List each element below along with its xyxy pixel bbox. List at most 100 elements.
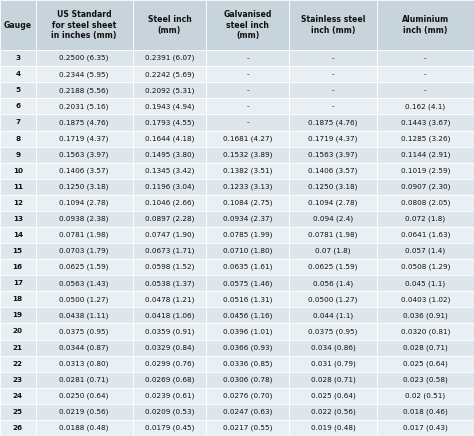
Bar: [289, 388, 377, 404]
Bar: [0, 114, 36, 130]
Bar: [206, 66, 289, 82]
Bar: [206, 404, 289, 420]
Bar: [0, 227, 36, 243]
Text: Steel inch
(mm): Steel inch (mm): [147, 15, 191, 35]
Bar: [0, 388, 36, 404]
Text: 0.1094 (2.78): 0.1094 (2.78): [59, 200, 109, 206]
Bar: [289, 356, 377, 371]
Bar: [206, 259, 289, 275]
Text: 0.0563 (1.43): 0.0563 (1.43): [59, 280, 109, 286]
Bar: [133, 420, 206, 436]
Bar: [289, 307, 377, 324]
Text: 0.1681 (4.27): 0.1681 (4.27): [223, 135, 273, 142]
Text: 0.1793 (4.55): 0.1793 (4.55): [145, 119, 194, 126]
Text: 0.162 (4.1): 0.162 (4.1): [405, 103, 446, 110]
Bar: [0, 179, 36, 195]
Text: 0.056 (1.4): 0.056 (1.4): [313, 280, 353, 286]
Text: 0.025 (0.64): 0.025 (0.64): [310, 392, 356, 399]
Bar: [133, 99, 206, 114]
Text: 0.0219 (0.56): 0.0219 (0.56): [59, 409, 109, 415]
Bar: [133, 340, 206, 356]
Bar: [377, 307, 474, 324]
Bar: [36, 50, 133, 66]
Text: 0.044 (1.1): 0.044 (1.1): [313, 312, 353, 319]
Text: -: -: [246, 87, 249, 93]
Text: 23: 23: [13, 377, 23, 383]
Bar: [289, 82, 377, 99]
Bar: [133, 0, 206, 50]
Text: 7: 7: [15, 119, 20, 126]
Text: 0.0635 (1.61): 0.0635 (1.61): [223, 264, 273, 270]
Text: 0.0516 (1.31): 0.0516 (1.31): [223, 296, 273, 303]
Bar: [36, 420, 133, 436]
Bar: [206, 291, 289, 307]
Bar: [0, 146, 36, 163]
Text: 0.0456 (1.16): 0.0456 (1.16): [223, 312, 273, 319]
Text: 0.1250 (3.18): 0.1250 (3.18): [308, 184, 358, 190]
Text: 0.034 (0.86): 0.034 (0.86): [310, 344, 356, 351]
Bar: [206, 340, 289, 356]
Bar: [36, 307, 133, 324]
Bar: [133, 404, 206, 420]
Text: 0.094 (2.4): 0.094 (2.4): [313, 216, 353, 222]
Text: 21: 21: [13, 344, 23, 351]
Bar: [133, 82, 206, 99]
Bar: [36, 227, 133, 243]
Text: 0.1084 (2.75): 0.1084 (2.75): [223, 200, 273, 206]
Bar: [133, 179, 206, 195]
Bar: [206, 307, 289, 324]
Text: 10: 10: [13, 168, 23, 174]
Bar: [36, 66, 133, 82]
Text: 22: 22: [13, 361, 23, 367]
Bar: [36, 195, 133, 211]
Text: 0.0478 (1.21): 0.0478 (1.21): [145, 296, 194, 303]
Bar: [289, 66, 377, 82]
Text: Galvanised
steel inch
(mm): Galvanised steel inch (mm): [223, 10, 272, 40]
Bar: [377, 243, 474, 259]
Bar: [36, 371, 133, 388]
Text: 16: 16: [13, 264, 23, 270]
Bar: [36, 163, 133, 179]
Text: 0.0329 (0.84): 0.0329 (0.84): [145, 344, 194, 351]
Text: 0.0281 (0.71): 0.0281 (0.71): [59, 376, 109, 383]
Bar: [206, 275, 289, 291]
Text: 0.0703 (1.79): 0.0703 (1.79): [59, 248, 109, 254]
Text: 0.2344 (5.95): 0.2344 (5.95): [59, 71, 109, 78]
Text: 24: 24: [13, 393, 23, 399]
Bar: [377, 195, 474, 211]
Bar: [133, 227, 206, 243]
Text: -: -: [332, 87, 334, 93]
Text: 0.0188 (0.48): 0.0188 (0.48): [59, 425, 109, 431]
Bar: [206, 114, 289, 130]
Text: 20: 20: [13, 328, 23, 334]
Text: -: -: [246, 55, 249, 61]
Text: 17: 17: [13, 280, 23, 286]
Bar: [206, 99, 289, 114]
Text: 0.0359 (0.91): 0.0359 (0.91): [145, 328, 194, 335]
Text: 3: 3: [15, 55, 20, 61]
Bar: [133, 243, 206, 259]
Text: Gauge: Gauge: [4, 20, 32, 30]
Text: 0.1644 (4.18): 0.1644 (4.18): [145, 135, 194, 142]
Text: -: -: [246, 103, 249, 109]
Bar: [0, 259, 36, 275]
Bar: [289, 0, 377, 50]
Text: 0.0320 (0.81): 0.0320 (0.81): [401, 328, 450, 335]
Bar: [36, 356, 133, 371]
Bar: [36, 0, 133, 50]
Text: 0.0250 (0.64): 0.0250 (0.64): [59, 392, 109, 399]
Bar: [133, 211, 206, 227]
Bar: [133, 275, 206, 291]
Bar: [377, 130, 474, 146]
Text: 0.0375 (0.95): 0.0375 (0.95): [308, 328, 358, 335]
Bar: [206, 50, 289, 66]
Bar: [206, 356, 289, 371]
Bar: [0, 163, 36, 179]
Bar: [36, 388, 133, 404]
Text: 0.0269 (0.68): 0.0269 (0.68): [145, 376, 194, 383]
Text: 0.018 (0.46): 0.018 (0.46): [403, 409, 448, 415]
Bar: [377, 340, 474, 356]
Text: 0.1875 (4.76): 0.1875 (4.76): [308, 119, 358, 126]
Bar: [206, 195, 289, 211]
Text: 0.057 (1.4): 0.057 (1.4): [405, 248, 446, 254]
